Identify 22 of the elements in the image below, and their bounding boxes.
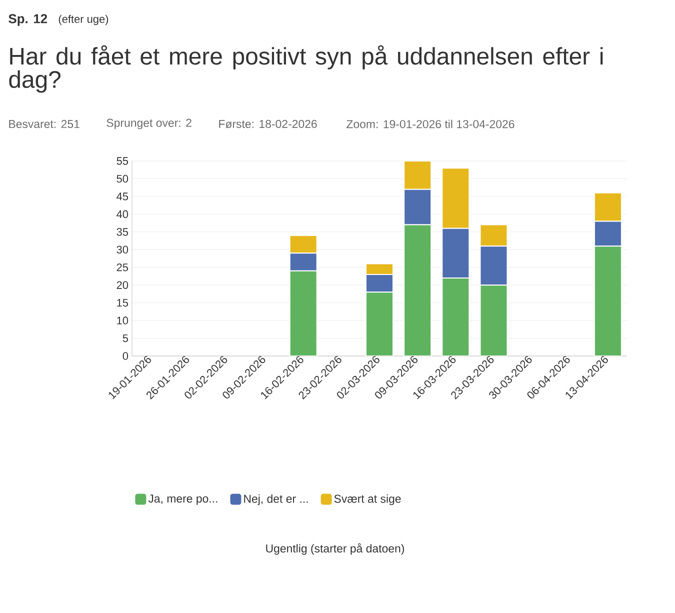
text: Sprunget over: 2 (106, 118, 192, 130)
y-tick-label: 50 (116, 174, 128, 183)
y-tick-label: 55 (116, 157, 128, 165)
y-tick-label: 35 (116, 228, 128, 236)
text: Første: 18-02-2026 (219, 120, 317, 128)
legend-label: Nej, det er ... (244, 494, 308, 506)
y-tick-label: 45 (116, 192, 128, 200)
y-tick-label: 20 (116, 281, 128, 289)
y-tick-label: 15 (117, 298, 128, 307)
legend-label: Ja, mere po... (148, 494, 218, 505)
text: Sp. 12 (8, 14, 48, 26)
y-tick-label: 25 (116, 263, 128, 272)
y-tick-label: 30 (116, 246, 128, 254)
y-tick-label: 5 (122, 334, 128, 342)
y-tick-label: 10 (117, 316, 128, 324)
legend-label: Svært at sige (334, 494, 401, 506)
text: Besvaret: 251 (9, 120, 80, 128)
chart-title: Har du fået et mere positivt syn på uddannelsen efter i dag? (9, 45, 603, 93)
text: (efter uge) (58, 14, 108, 26)
text: Zoom: 19-01-2026 til 13-04-2026 (346, 120, 514, 128)
y-tick-label: 40 (116, 210, 128, 218)
text: Ugentlig (starter på datoen) (266, 543, 404, 555)
